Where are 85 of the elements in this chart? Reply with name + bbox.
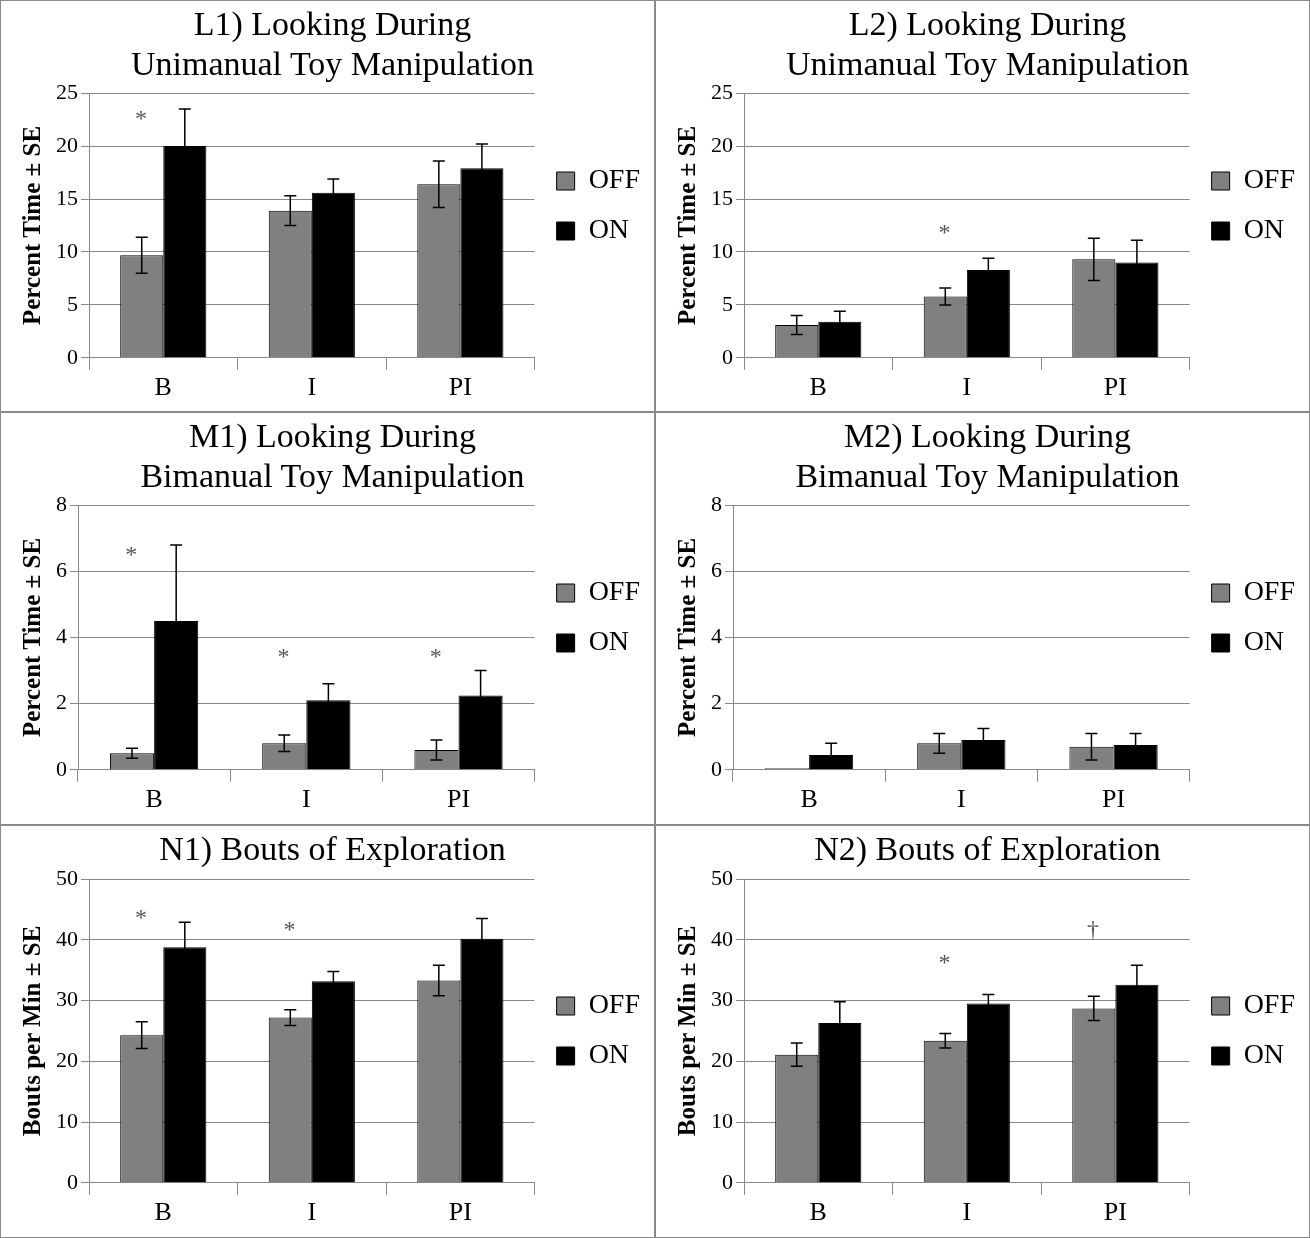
y-tick-label: 20 [56, 1047, 78, 1073]
x-tick-label: PI [1103, 372, 1127, 402]
x-tick-label: B [809, 372, 827, 402]
chart-title: N1) Bouts of Exploration [159, 830, 506, 869]
annotation: * [134, 104, 147, 131]
annotation: * [938, 218, 951, 245]
y-axis-title: Bouts per Min ± SE [18, 925, 46, 1137]
y-tick-label: 20 [711, 1047, 733, 1073]
legend-label: OFF [1243, 988, 1296, 1020]
x-tick-label: I [307, 372, 317, 402]
y-tick-label: 15 [711, 184, 733, 210]
annotation: * [429, 642, 442, 669]
y-tick-label: 0 [67, 343, 78, 369]
x-tick-label: I [962, 1197, 972, 1227]
y-tick-label: 4 [711, 623, 722, 649]
y-tick-label: 25 [56, 78, 78, 104]
y-tick-label: 0 [711, 755, 722, 781]
y-axis-title: Percent Time ± SE [18, 537, 46, 738]
y-tick-label: 8 [56, 490, 67, 516]
y-axis-title: Percent Time ± SE [673, 125, 701, 326]
y-axis-title: Bouts per Min ± SE [673, 925, 701, 1137]
annotation: * [134, 903, 147, 930]
x-tick-label: PI [1101, 784, 1126, 814]
legend-label: ON [588, 213, 630, 245]
y-tick-label: 40 [56, 925, 78, 951]
annotation: * [283, 916, 296, 943]
annotation: * [277, 642, 290, 669]
chart-title: N2) Bouts of Exploration [814, 830, 1161, 869]
annotation: † [1087, 916, 1100, 943]
y-tick-label: 30 [711, 986, 733, 1012]
y-tick-label: 50 [56, 864, 78, 890]
x-tick-label: I [962, 372, 972, 402]
x-tick-label: PI [1103, 1197, 1127, 1227]
y-tick-label: 0 [56, 755, 67, 781]
x-tick-label: B [809, 1197, 827, 1227]
x-tick-label: PI [448, 372, 472, 402]
annotation: * [125, 540, 138, 567]
y-tick-label: 10 [711, 1107, 733, 1133]
x-tick-label: B [145, 784, 163, 814]
x-tick-label: B [800, 784, 818, 814]
y-tick-label: 20 [56, 131, 78, 157]
x-tick-label: B [154, 1197, 172, 1227]
y-tick-label: 50 [711, 864, 733, 890]
y-tick-label: 8 [711, 490, 722, 516]
y-tick-label: 4 [56, 623, 67, 649]
y-tick-label: 5 [67, 290, 78, 316]
legend-label: ON [1243, 1038, 1285, 1070]
y-tick-label: 10 [711, 237, 733, 263]
y-tick-label: 0 [67, 1168, 78, 1194]
y-tick-label: 25 [711, 78, 733, 104]
legend-label: OFF [588, 988, 641, 1020]
x-tick-label: I [307, 1197, 317, 1227]
chart-title: M1) Looking During Bimanual Toy Manipulation [140, 417, 525, 494]
y-tick-label: 20 [711, 131, 733, 157]
legend-label: ON [1243, 625, 1285, 657]
legend-label: OFF [1243, 575, 1296, 607]
y-axis-title: Percent Time ± SE [673, 537, 701, 738]
y-tick-label: 10 [56, 237, 78, 263]
chart-title: L2) Looking During Unimanual Toy Manipulation [785, 5, 1190, 82]
legend-label: ON [588, 1038, 630, 1070]
x-tick-label: I [301, 784, 311, 814]
y-axis-title: Percent Time ± SE [18, 125, 46, 326]
y-tick-label: 6 [56, 557, 67, 583]
x-tick-label: I [956, 784, 966, 814]
y-tick-label: 0 [722, 343, 733, 369]
y-tick-label: 15 [56, 184, 78, 210]
chart-title: M2) Looking During Bimanual Toy Manipulation [795, 417, 1180, 494]
x-tick-label: B [154, 372, 172, 402]
y-tick-label: 40 [711, 925, 733, 951]
chart-title: L1) Looking During Unimanual Toy Manipulation [130, 5, 535, 82]
legend-label: ON [588, 625, 630, 657]
legend-label: OFF [588, 163, 641, 195]
y-tick-label: 2 [711, 689, 722, 715]
legend-label: ON [1243, 213, 1285, 245]
legend-label: OFF [1243, 163, 1296, 195]
y-tick-label: 30 [56, 986, 78, 1012]
x-tick-label: PI [448, 1197, 472, 1227]
y-tick-label: 0 [722, 1168, 733, 1194]
y-tick-label: 2 [56, 689, 67, 715]
annotation: * [938, 949, 951, 976]
legend-label: OFF [588, 575, 641, 607]
x-tick-label: PI [446, 784, 471, 814]
y-tick-label: 5 [722, 290, 733, 316]
y-tick-label: 10 [56, 1107, 78, 1133]
y-tick-label: 6 [711, 557, 722, 583]
